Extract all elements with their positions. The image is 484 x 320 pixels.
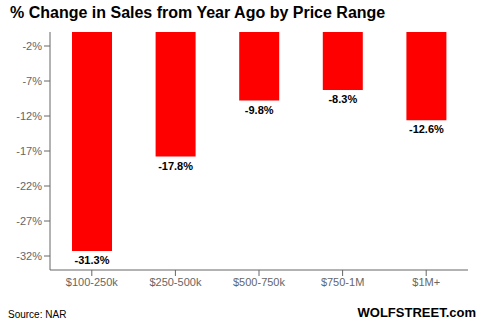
- svg-text:$1M+: $1M+: [412, 276, 440, 288]
- svg-text:-32%: -32%: [16, 250, 42, 262]
- svg-text:$750-1M: $750-1M: [321, 276, 364, 288]
- svg-text:-27%: -27%: [16, 215, 42, 227]
- svg-text:-9.8%: -9.8%: [245, 104, 274, 116]
- svg-text:-7%: -7%: [22, 75, 42, 87]
- svg-text:$100-250k: $100-250k: [66, 276, 118, 288]
- svg-text:-12.6%: -12.6%: [409, 123, 444, 135]
- html-text:% Change in Sales from Year Ag: % Change in Sales from Year Ago by Price…: [10, 4, 386, 21]
- svg-text:-12%: -12%: [16, 110, 42, 122]
- svg-text:-22%: -22%: [16, 180, 42, 192]
- svg-text:-17%: -17%: [16, 145, 42, 157]
- svg-text:$250-500k: $250-500k: [149, 276, 201, 288]
- svg-text:-31.3%: -31.3%: [75, 254, 110, 266]
- svg-text:$500-750k: $500-750k: [233, 276, 285, 288]
- svg-text:-2%: -2%: [22, 40, 42, 52]
- html-text:WOLFSTREET.com: WOLFSTREET.com: [357, 305, 476, 320]
- svg-text:-8.3%: -8.3%: [328, 93, 357, 105]
- svg-text:-17.8%: -17.8%: [158, 160, 193, 172]
- html-text:Source: NAR: Source: NAR: [8, 309, 67, 320]
